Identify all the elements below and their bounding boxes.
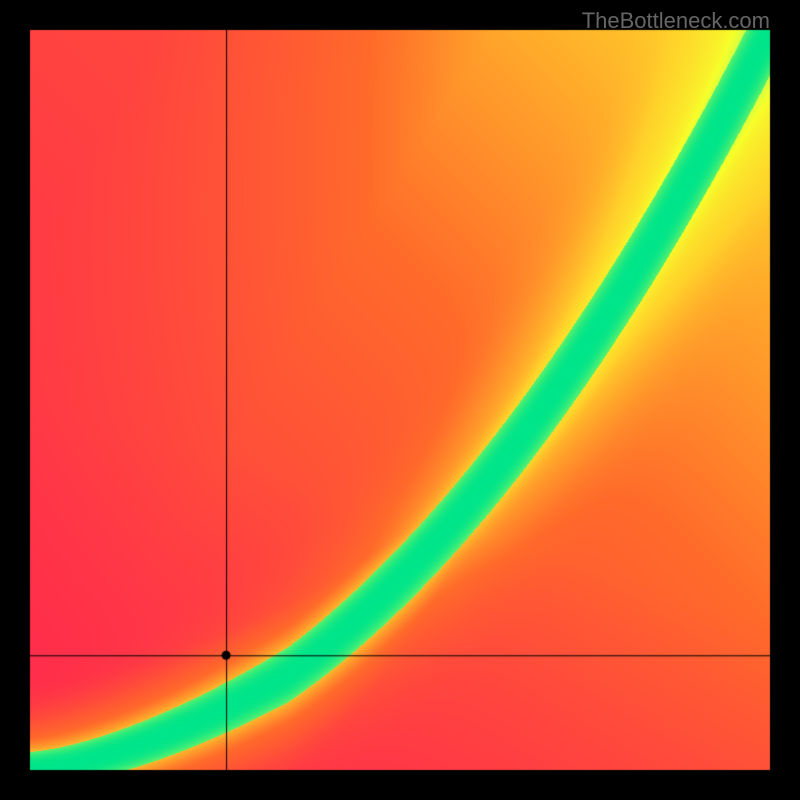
watermark-text: TheBottleneck.com: [582, 8, 770, 34]
chart-container: TheBottleneck.com: [0, 0, 800, 800]
heatmap-canvas: [0, 0, 800, 800]
